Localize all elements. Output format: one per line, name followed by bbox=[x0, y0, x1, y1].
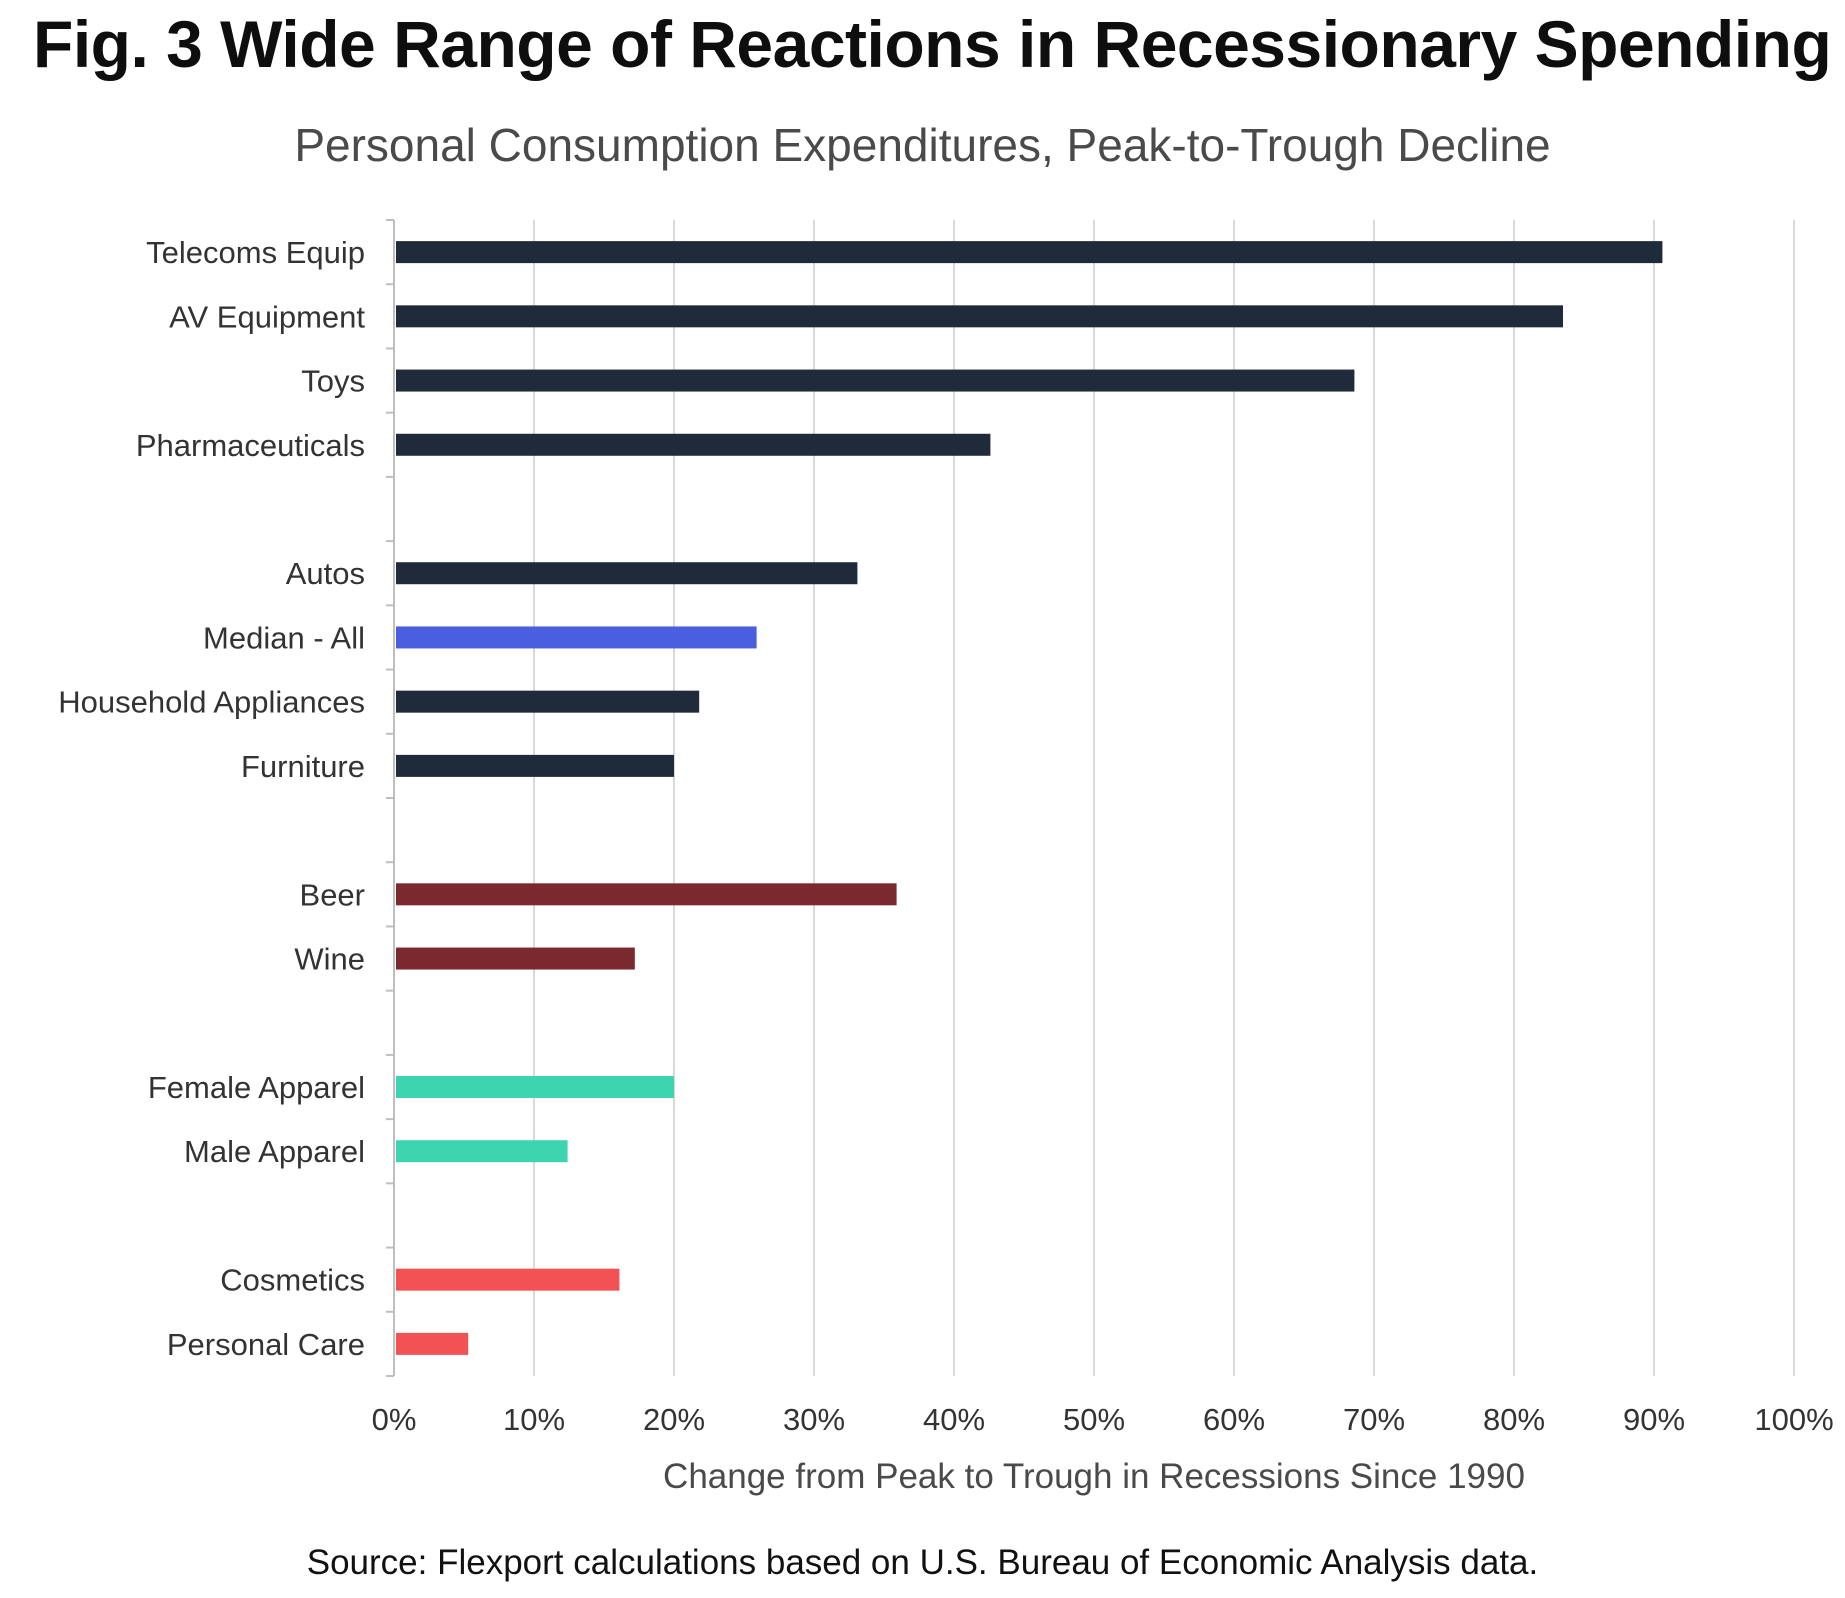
category-label: Beer bbox=[300, 877, 365, 912]
gridlines bbox=[533, 220, 1795, 1376]
category-label: AV Equipment bbox=[169, 299, 365, 334]
bars bbox=[396, 241, 1663, 1355]
category-label: Personal Care bbox=[167, 1327, 365, 1362]
category-label: Telecoms Equip bbox=[146, 235, 365, 270]
bar bbox=[396, 626, 757, 649]
bar bbox=[396, 883, 897, 906]
category-label: Wine bbox=[294, 942, 365, 977]
x-tick-label: 30% bbox=[783, 1402, 845, 1437]
x-tick-label: 100% bbox=[1754, 1402, 1833, 1437]
y-axis bbox=[386, 219, 395, 1377]
bar bbox=[396, 1332, 469, 1355]
x-tick-label: 0% bbox=[372, 1402, 417, 1437]
bar bbox=[396, 305, 1563, 328]
x-tick-label: 80% bbox=[1483, 1402, 1545, 1437]
x-tick-label: 40% bbox=[923, 1402, 985, 1437]
bar bbox=[396, 433, 991, 456]
x-axis-title: Change from Peak to Trough in Recessions… bbox=[663, 1457, 1525, 1496]
bar bbox=[396, 690, 700, 713]
x-tick-label: 90% bbox=[1623, 1402, 1685, 1437]
bar-chart: Telecoms Equip AV Equipment Toys Pharmaceut… bbox=[58, 219, 1834, 1496]
bar bbox=[396, 1076, 674, 1098]
chart-title: Fig. 3 Wide Range of Reactions in Recess… bbox=[33, 7, 1832, 81]
bar bbox=[396, 241, 1663, 264]
chart-subtitle: Personal Consumption Expenditures, Peak-… bbox=[294, 119, 1551, 171]
bar bbox=[396, 562, 858, 585]
bar bbox=[396, 369, 1355, 392]
x-tick-label: 60% bbox=[1203, 1402, 1265, 1437]
category-label: Toys bbox=[301, 364, 365, 399]
bar bbox=[396, 947, 635, 970]
category-label: Male Apparel bbox=[184, 1134, 365, 1169]
source-note: Source: Flexport calculations based on U… bbox=[306, 1543, 1539, 1582]
category-label: Household Appliances bbox=[58, 685, 365, 720]
bar bbox=[396, 754, 674, 777]
category-label: Furniture bbox=[241, 749, 365, 784]
category-label: Median - All bbox=[203, 620, 365, 655]
x-tick-label: 20% bbox=[643, 1402, 705, 1437]
bar bbox=[396, 1140, 568, 1163]
category-label: Female Apparel bbox=[148, 1070, 365, 1105]
x-tick-label: 10% bbox=[503, 1402, 565, 1437]
category-label: Cosmetics bbox=[220, 1263, 365, 1298]
x-tick-label: 70% bbox=[1343, 1402, 1405, 1437]
x-tick-label: 50% bbox=[1063, 1402, 1125, 1437]
category-label: Pharmaceuticals bbox=[136, 428, 365, 463]
category-label: Autos bbox=[286, 556, 365, 591]
bar bbox=[396, 1268, 620, 1291]
x-tick-labels: 0% 10% 20% 30% 40% 50% 60% 70% 80% 90% 100% bbox=[372, 1402, 1834, 1437]
category-labels: Telecoms Equip AV Equipment Toys Pharmaceut… bbox=[58, 235, 365, 1362]
